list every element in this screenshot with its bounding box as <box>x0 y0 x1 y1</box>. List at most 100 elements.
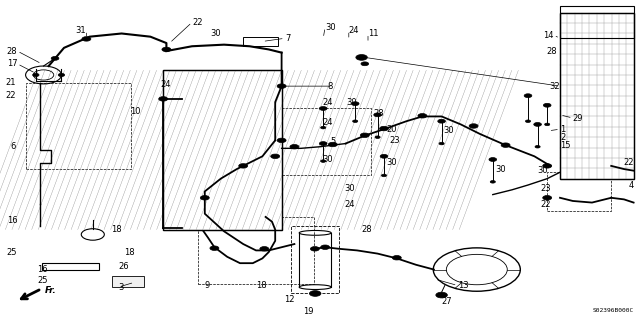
Circle shape <box>290 145 299 149</box>
Bar <box>198 217 314 284</box>
Circle shape <box>353 120 358 122</box>
Circle shape <box>543 103 551 107</box>
Text: 25: 25 <box>7 248 17 256</box>
Circle shape <box>58 73 65 77</box>
Text: 30: 30 <box>322 155 333 164</box>
Text: 22: 22 <box>541 200 551 209</box>
Circle shape <box>51 56 59 60</box>
Text: 30: 30 <box>444 126 454 135</box>
Text: 32: 32 <box>549 82 560 91</box>
Text: 20: 20 <box>387 125 397 134</box>
Circle shape <box>277 138 286 143</box>
Bar <box>282 108 371 175</box>
Circle shape <box>418 114 427 118</box>
Circle shape <box>33 73 39 77</box>
Circle shape <box>380 126 388 131</box>
Circle shape <box>319 107 327 110</box>
Circle shape <box>543 196 552 200</box>
Text: 2: 2 <box>560 133 565 142</box>
Text: 24: 24 <box>160 80 170 89</box>
Text: 23: 23 <box>389 136 400 145</box>
Circle shape <box>525 120 531 122</box>
Text: 22: 22 <box>6 91 16 100</box>
Circle shape <box>524 94 532 98</box>
Text: 28: 28 <box>546 47 557 56</box>
Circle shape <box>380 154 388 158</box>
Circle shape <box>501 143 510 147</box>
Text: 24: 24 <box>323 118 333 127</box>
Circle shape <box>439 142 444 145</box>
Circle shape <box>328 142 337 147</box>
Circle shape <box>321 245 330 249</box>
Circle shape <box>260 247 269 251</box>
Text: 11: 11 <box>368 29 378 38</box>
Text: 30: 30 <box>325 23 336 32</box>
Text: 16: 16 <box>37 265 48 274</box>
Circle shape <box>277 84 286 88</box>
Circle shape <box>469 124 478 128</box>
Text: 30: 30 <box>386 158 397 167</box>
Circle shape <box>361 62 369 66</box>
Text: 30: 30 <box>344 184 355 193</box>
Circle shape <box>310 247 319 251</box>
Circle shape <box>321 126 326 129</box>
Text: 18: 18 <box>111 225 122 234</box>
Text: 16: 16 <box>6 216 17 225</box>
Bar <box>163 70 282 230</box>
Text: 26: 26 <box>118 262 129 271</box>
Circle shape <box>489 158 497 161</box>
Text: 24: 24 <box>349 26 359 35</box>
Text: 23: 23 <box>541 184 552 193</box>
Circle shape <box>375 136 380 138</box>
Circle shape <box>239 164 248 168</box>
Bar <box>560 13 634 179</box>
Text: 25: 25 <box>38 276 48 285</box>
Text: 10: 10 <box>131 107 141 116</box>
Text: 21: 21 <box>6 78 16 87</box>
Text: 5: 5 <box>331 137 336 146</box>
Circle shape <box>210 246 219 250</box>
Bar <box>560 6 634 38</box>
Circle shape <box>534 122 541 126</box>
Circle shape <box>438 119 445 123</box>
Text: 14: 14 <box>543 31 554 40</box>
Text: 30: 30 <box>210 29 221 38</box>
Text: 28: 28 <box>362 225 372 234</box>
Circle shape <box>159 97 168 101</box>
Text: 12: 12 <box>284 295 294 304</box>
Text: 9: 9 <box>205 281 210 290</box>
Bar <box>112 276 144 287</box>
Text: S02396B000C: S02396B000C <box>593 308 634 313</box>
Text: 27: 27 <box>442 297 452 306</box>
Circle shape <box>490 181 495 183</box>
Bar <box>560 13 634 179</box>
Bar <box>243 37 278 46</box>
Circle shape <box>82 37 91 41</box>
Text: 22: 22 <box>623 158 634 167</box>
Text: 18: 18 <box>124 248 134 256</box>
Circle shape <box>319 142 327 145</box>
Text: Fr.: Fr. <box>45 286 56 295</box>
Circle shape <box>360 133 369 137</box>
Circle shape <box>321 160 326 162</box>
Text: 28: 28 <box>6 47 17 56</box>
Circle shape <box>381 174 387 177</box>
Circle shape <box>162 47 171 52</box>
Text: 24: 24 <box>323 98 333 107</box>
Text: 22: 22 <box>192 18 202 27</box>
Text: 18: 18 <box>256 281 267 290</box>
Circle shape <box>392 256 401 260</box>
Text: 4: 4 <box>628 181 634 189</box>
Text: 15: 15 <box>560 141 570 150</box>
Bar <box>163 70 282 230</box>
Text: 8: 8 <box>328 82 333 91</box>
Text: 30: 30 <box>495 165 506 174</box>
Bar <box>291 226 339 293</box>
Circle shape <box>545 123 550 126</box>
Circle shape <box>535 145 540 148</box>
Circle shape <box>374 113 381 117</box>
Text: 31: 31 <box>76 26 86 35</box>
Text: 30: 30 <box>538 166 548 175</box>
Circle shape <box>310 291 321 296</box>
Circle shape <box>543 164 552 168</box>
